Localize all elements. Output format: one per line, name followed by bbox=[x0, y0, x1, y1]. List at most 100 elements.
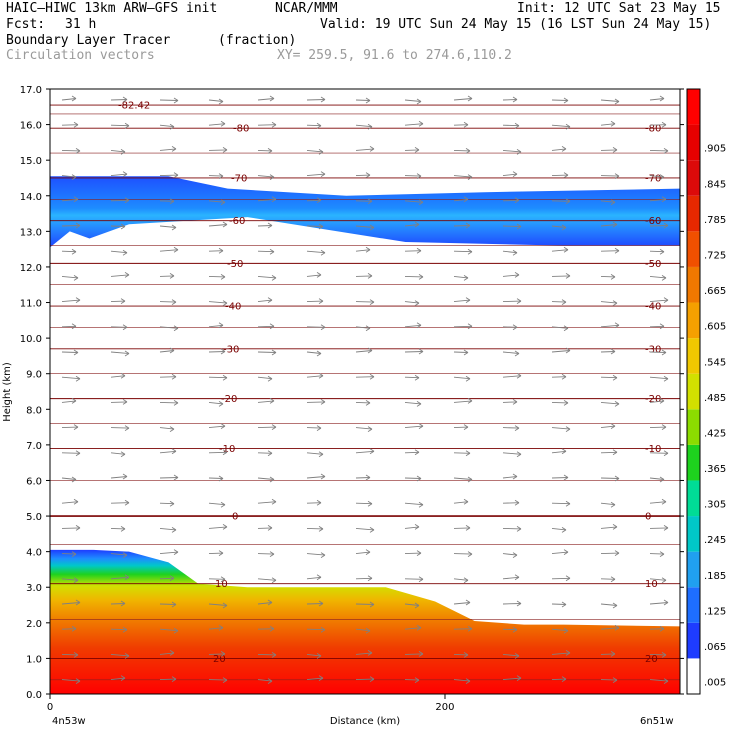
vector-arrowhead bbox=[516, 526, 522, 532]
circulation-vector bbox=[551, 275, 571, 277]
circulation-vector bbox=[159, 200, 175, 202]
vector-arrowhead bbox=[271, 196, 277, 203]
vector-arrowhead bbox=[173, 325, 179, 332]
circulation-vector bbox=[502, 124, 520, 127]
vector-arrowhead bbox=[512, 552, 518, 558]
vector-arrowhead bbox=[365, 97, 371, 104]
circulation-vector bbox=[600, 552, 620, 555]
vector-arrowhead bbox=[169, 123, 175, 130]
circulation-vector bbox=[257, 325, 275, 328]
vector-arrowhead bbox=[222, 449, 228, 456]
circulation-vector bbox=[502, 628, 518, 631]
vector-arrowhead bbox=[120, 372, 126, 379]
circulation-vector bbox=[208, 301, 228, 304]
vector-arrowhead bbox=[659, 95, 665, 102]
vector-arrowhead bbox=[222, 221, 228, 228]
circulation-vector bbox=[404, 275, 424, 278]
circulation-vector bbox=[61, 400, 77, 403]
vector-arrowhead bbox=[71, 323, 77, 330]
circulation-vector bbox=[453, 198, 469, 202]
circulation-vector bbox=[649, 501, 667, 504]
isotherm-label: -80 bbox=[645, 124, 661, 135]
vector-arrowhead bbox=[565, 198, 571, 205]
vector-arrowhead bbox=[661, 498, 667, 505]
circulation-vector bbox=[159, 124, 175, 128]
circulation-vector bbox=[502, 199, 520, 202]
circulation-vector bbox=[110, 124, 130, 127]
vector-arrowhead bbox=[610, 501, 616, 508]
vector-arrowhead bbox=[173, 172, 179, 178]
circulation-vector bbox=[355, 225, 375, 228]
vector-arrowhead bbox=[124, 350, 130, 357]
vector-arrowhead bbox=[220, 274, 226, 280]
circulation-vector bbox=[159, 301, 177, 303]
vector-arrowhead bbox=[316, 122, 322, 129]
vector-arrowhead bbox=[365, 474, 371, 481]
circulation-vector bbox=[551, 502, 571, 505]
circulation-vector bbox=[551, 603, 567, 605]
circulation-vector bbox=[551, 200, 571, 202]
isotherm-label: -30 bbox=[645, 344, 661, 355]
circulation-vector bbox=[649, 679, 669, 682]
x-tick-label: 200 bbox=[435, 702, 454, 713]
vector-arrowhead bbox=[614, 247, 620, 254]
vector-arrowhead bbox=[124, 272, 130, 278]
circulation-vector bbox=[306, 677, 324, 681]
x-endpoint-left: 4n53w bbox=[52, 716, 86, 727]
vector-arrowhead bbox=[659, 174, 665, 180]
vector-arrowhead bbox=[661, 196, 667, 203]
circulation-vector bbox=[649, 400, 665, 403]
circulation-vector bbox=[208, 526, 228, 529]
vector-arrowhead bbox=[418, 651, 424, 657]
circulation-vector bbox=[453, 299, 471, 303]
vector-arrowhead bbox=[220, 348, 226, 355]
vector-arrowhead bbox=[271, 652, 277, 658]
circulation-vector bbox=[110, 427, 130, 429]
circulation-vector bbox=[502, 326, 518, 328]
circulation-vector bbox=[208, 451, 228, 454]
circulation-vector bbox=[110, 300, 126, 303]
vector-arrowhead bbox=[659, 476, 665, 483]
vector-arrowhead bbox=[563, 172, 569, 178]
circulation-vector bbox=[453, 400, 473, 403]
vector-arrowhead bbox=[318, 372, 324, 379]
vector-arrowhead bbox=[124, 122, 130, 129]
circulation-vector bbox=[404, 250, 422, 252]
colorbar-label: .245 bbox=[704, 535, 726, 546]
vector-arrowhead bbox=[369, 676, 375, 682]
circulation-vector bbox=[355, 174, 371, 177]
circulation-vector bbox=[453, 376, 471, 380]
circulation-vector bbox=[355, 376, 375, 378]
circulation-vector bbox=[649, 198, 667, 202]
vector-arrowhead bbox=[610, 651, 616, 657]
circulation-vector bbox=[355, 301, 375, 303]
circulation-vector bbox=[306, 476, 326, 479]
vector-arrowhead bbox=[271, 349, 277, 356]
circulation-vector bbox=[159, 652, 175, 655]
colorbar-label: .485 bbox=[704, 393, 726, 404]
circulation-vector bbox=[257, 578, 277, 581]
circulation-vector bbox=[551, 401, 569, 404]
circulation-vector bbox=[502, 527, 522, 530]
isotherm-label: -70 bbox=[645, 173, 661, 184]
vector-arrowhead bbox=[222, 524, 228, 530]
vector-arrowhead bbox=[218, 401, 224, 407]
circulation-vector bbox=[159, 678, 177, 681]
circulation-vector bbox=[159, 427, 175, 430]
vector-arrowhead bbox=[220, 576, 226, 583]
vector-arrowhead bbox=[124, 499, 130, 506]
circulation-vector bbox=[257, 602, 273, 605]
vector-arrowhead bbox=[612, 147, 618, 153]
vector-arrowhead bbox=[269, 551, 275, 557]
vector-arrowhead bbox=[269, 248, 275, 255]
fcst-label: Fcst: bbox=[6, 17, 46, 32]
vector-arrowhead bbox=[659, 323, 665, 330]
vector-arrowhead bbox=[367, 198, 373, 205]
circulation-vector bbox=[502, 375, 522, 378]
circulation-vector bbox=[306, 250, 326, 254]
circulation-vector bbox=[355, 551, 371, 555]
vector-arrowhead bbox=[75, 525, 81, 531]
circulation-vector bbox=[159, 326, 179, 329]
vector-arrowhead bbox=[463, 196, 469, 203]
y-tick-label: 12.0 bbox=[20, 263, 42, 274]
